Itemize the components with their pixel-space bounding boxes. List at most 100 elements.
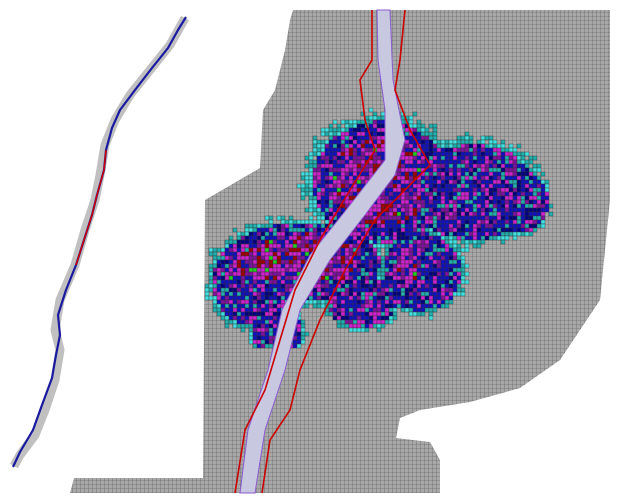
- flood-cell: [376, 147, 382, 153]
- flood-cell: [396, 227, 402, 233]
- flood-cell: [436, 175, 442, 181]
- flood-cell: [276, 307, 282, 313]
- flood-cell: [368, 287, 374, 293]
- flood-cell: [444, 279, 450, 285]
- flood-cell: [348, 175, 354, 181]
- flood-cell: [392, 203, 398, 209]
- flood-cell: [240, 315, 246, 321]
- flood-cell: [376, 135, 382, 141]
- flood-cell: [372, 127, 378, 133]
- flood-cell: [512, 147, 518, 153]
- flood-cell: [360, 315, 366, 321]
- flood-cell: [368, 163, 374, 169]
- flood-cell: [420, 195, 426, 201]
- flood-cell: [492, 227, 498, 233]
- flood-cell: [504, 203, 510, 209]
- flood-cell: [360, 219, 366, 225]
- flood-cell: [316, 207, 322, 213]
- flood-cell: [412, 227, 418, 233]
- flood-cell: [332, 203, 338, 209]
- flood-cell: [388, 267, 394, 273]
- flood-cell: [208, 283, 214, 289]
- flood-cell: [396, 199, 402, 205]
- flood-cell: [524, 175, 530, 181]
- flood-cell: [348, 163, 354, 169]
- flood-cell: [256, 271, 262, 277]
- flood-cell: [296, 259, 302, 265]
- flood-cell: [468, 199, 474, 205]
- flood-cell: [356, 307, 362, 313]
- flood-cell: [396, 171, 402, 177]
- flood-cell: [452, 159, 458, 165]
- flood-cell: [508, 207, 514, 213]
- flood-cell: [248, 255, 254, 261]
- flood-cell: [408, 311, 414, 317]
- flood-cell: [508, 143, 514, 149]
- flood-cell: [296, 219, 302, 225]
- flood-cell: [308, 243, 314, 249]
- flood-cell: [208, 251, 214, 257]
- flood-cell: [232, 263, 238, 269]
- flood-cell: [368, 307, 374, 313]
- flood-cell: [364, 175, 370, 181]
- flood-cell: [280, 283, 286, 289]
- flood-cell: [248, 263, 254, 269]
- flood-cell: [504, 211, 510, 217]
- flood-cell: [540, 187, 546, 193]
- flood-cell: [344, 139, 350, 145]
- flood-cell: [540, 171, 546, 177]
- flood-cell: [248, 295, 254, 301]
- flood-cell: [468, 171, 474, 177]
- flood-cell: [456, 283, 462, 289]
- flood-cell: [432, 299, 438, 305]
- flood-cell: [476, 187, 482, 193]
- flood-cell: [328, 139, 334, 145]
- flood-cell: [476, 207, 482, 213]
- flood-cell: [432, 147, 438, 153]
- flood-cell: [428, 251, 434, 257]
- flood-cell: [220, 287, 226, 293]
- flood-cell: [388, 307, 394, 313]
- flood-cell: [412, 215, 418, 221]
- flood-cell: [408, 227, 414, 233]
- flood-cell: [252, 315, 258, 321]
- flood-cell: [404, 155, 410, 161]
- flood-cell: [272, 263, 278, 269]
- flood-cell: [272, 319, 278, 325]
- flood-cell: [444, 223, 450, 229]
- flood-cell: [324, 211, 330, 217]
- flood-cell: [524, 163, 530, 169]
- flood-cell: [276, 303, 282, 309]
- flood-cell: [420, 211, 426, 217]
- flood-cell: [252, 295, 258, 301]
- flood-cell: [436, 275, 442, 281]
- flood-cell: [228, 239, 234, 245]
- flood-cell: [232, 279, 238, 285]
- flood-cell: [348, 295, 354, 301]
- flood-cell: [404, 287, 410, 293]
- flood-cell: [540, 199, 546, 205]
- flood-cell: [440, 171, 446, 177]
- flood-cell: [308, 295, 314, 301]
- flood-cell: [484, 191, 490, 197]
- flood-cell: [416, 267, 422, 273]
- flood-cell: [304, 331, 310, 337]
- flood-cell: [420, 299, 426, 305]
- flood-cell: [400, 199, 406, 205]
- flood-cell: [432, 123, 438, 129]
- flood-cell: [416, 207, 422, 213]
- flood-cell: [272, 223, 278, 229]
- flood-cell: [420, 255, 426, 261]
- flood-cell: [428, 183, 434, 189]
- flood-cell: [220, 275, 226, 281]
- flood-cell: [408, 195, 414, 201]
- flood-cell: [212, 279, 218, 285]
- flood-cell: [428, 283, 434, 289]
- flood-cell: [372, 323, 378, 329]
- flood-cell: [220, 263, 226, 269]
- flood-cell: [408, 243, 414, 249]
- flood-cell: [216, 283, 222, 289]
- flood-cell: [500, 223, 506, 229]
- flood-cell: [432, 243, 438, 249]
- flood-cell: [484, 215, 490, 221]
